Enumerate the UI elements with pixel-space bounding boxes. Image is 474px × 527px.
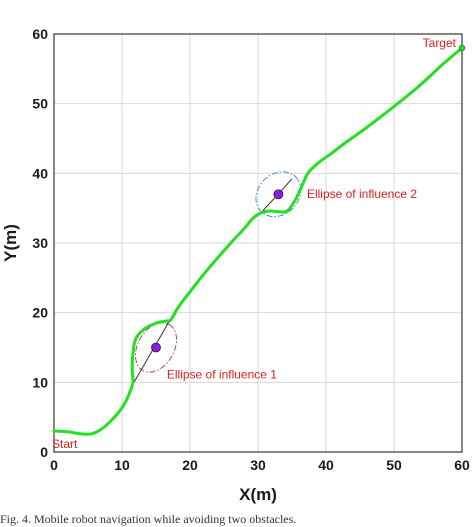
x-tick-label: 0 (50, 457, 58, 473)
x-tick-label: 50 (386, 457, 402, 473)
robot-path-line (52, 46, 464, 436)
obstacle-1 (151, 342, 161, 353)
obstacles (151, 189, 284, 353)
x-tick-label: 20 (182, 457, 198, 473)
annotations: Start Target Ellipse of influence 1 Ellipse… (52, 36, 457, 451)
annotation-label-2: Target (423, 36, 457, 50)
plot-frame (53, 33, 463, 453)
y-tick-label: 50 (32, 96, 48, 112)
y-tick-label: 0 (40, 444, 48, 460)
y-axis-label: Y(m) (1, 224, 20, 262)
annotation-label-1: Start (52, 437, 78, 451)
y-tick-label: 60 (32, 26, 48, 42)
tick-labels: 0 10 20 30 40 50 60 0 10 20 30 40 50 60 (32, 26, 470, 473)
y-tick-label: 40 (32, 165, 48, 181)
x-tick-label: 30 (250, 457, 266, 473)
y-tick-label: 10 (32, 374, 48, 390)
segment-line-1 (128, 318, 172, 392)
annotation-label-4: Ellipse of influence 2 (307, 187, 417, 201)
obstacle-2 (273, 189, 284, 200)
x-tick-label: 10 (114, 457, 130, 473)
annotation-label-3: Ellipse of influence 1 (167, 368, 277, 382)
figure-caption: Fig. 4. Mobile robot navigation while av… (0, 512, 297, 526)
y-tick-label: 30 (32, 235, 48, 251)
target-marker (458, 44, 466, 52)
x-axis-label: X(m) (239, 485, 277, 504)
x-tick-label: 40 (318, 457, 334, 473)
x-tick-label: 60 (454, 457, 470, 473)
ellipse-of-influence-1 (134, 322, 178, 373)
y-tick-label: 20 (32, 305, 48, 321)
